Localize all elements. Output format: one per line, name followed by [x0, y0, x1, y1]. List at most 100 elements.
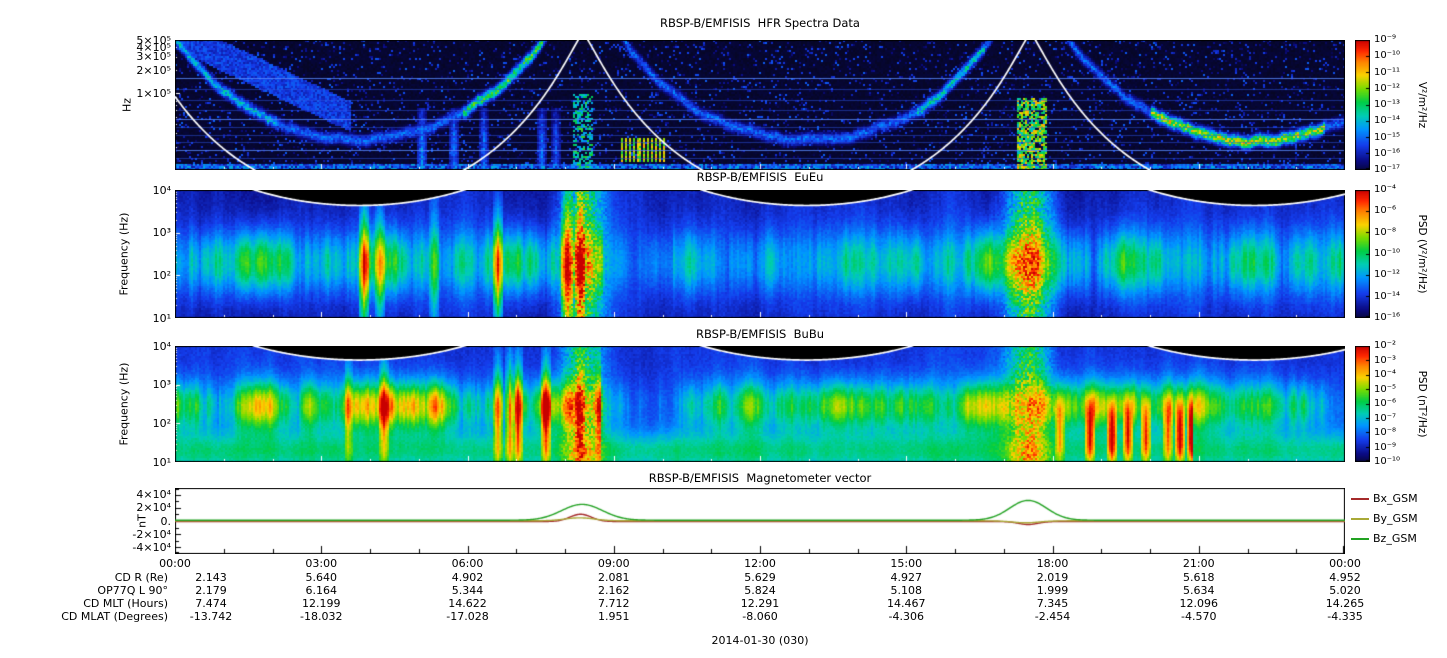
ephemeris-value: 5.629	[744, 571, 776, 584]
colorbar-tick-label: 10⁻¹²	[1374, 82, 1401, 94]
euu-spectrogram-canvas	[175, 190, 1345, 318]
panel-title-magnetometer: RBSP-B/EMFISIS Magnetometer vector	[648, 471, 872, 485]
ephemeris-value: 2.179	[195, 584, 227, 597]
ephemeris-value: 14.265	[1325, 597, 1365, 610]
ephemeris-value: 14.467	[887, 597, 926, 610]
ephemeris-row-label: CD MLT (Hours)	[83, 597, 168, 610]
y-tick-label: 3×10⁵	[136, 50, 171, 64]
colorbar-tick-label: 10⁻⁵	[1374, 383, 1397, 395]
y-tick-label: 10¹	[152, 311, 171, 325]
ephemeris-value: -8.060	[742, 610, 778, 623]
colorbar-tick-label: 10⁻¹⁴	[1374, 115, 1401, 127]
ephemeris-value: 5.634	[1183, 584, 1215, 597]
x-tick-label: 06:00	[451, 557, 484, 570]
ephemeris-value: 7.345	[1036, 597, 1069, 610]
ephemeris-value: 7.712	[598, 597, 630, 610]
bubu-colorbar	[1355, 346, 1370, 462]
euu-yaxis-label: Frequency (Hz)	[117, 212, 131, 296]
y-tick-label: -4×10⁴	[132, 540, 171, 554]
colorbar-tick-label: 10⁻⁴	[1374, 184, 1397, 195]
ephemeris-value: 4.927	[890, 571, 923, 584]
ephemeris-value: 5.640	[305, 571, 338, 584]
colorbar-tick-label: 10⁻⁸	[1374, 226, 1397, 238]
y-tick-label: 10¹	[152, 455, 171, 469]
ephemeris-value: 5.618	[1183, 571, 1215, 584]
ephemeris-value: 14.622	[448, 597, 487, 610]
x-tick-label: 21:00	[1182, 557, 1215, 570]
ephemeris-row-label: CD R (Re)	[114, 571, 168, 584]
y-tick-label: 10²	[152, 416, 171, 430]
ephemeris-value: -17.028	[446, 610, 489, 623]
ephemeris-value: 1.951	[598, 610, 630, 623]
colorbar-tick-label: 10⁻⁶	[1374, 205, 1397, 217]
x-tick-label: 12:00	[744, 557, 776, 570]
panel-title-hfr: RBSP-B/EMFISIS HFR Spectra Data	[660, 16, 860, 30]
ephemeris-value: 12.199	[302, 597, 341, 610]
ephemeris-row-label: CD MLAT (Degrees)	[61, 610, 168, 623]
colorbar-tick-label: 10⁻⁴	[1374, 369, 1397, 380]
colorbar-tick-label: 10⁻⁷	[1374, 412, 1397, 424]
colorbar-tick-label: 10⁻¹⁰	[1374, 456, 1401, 467]
colorbar-tick-label: 10⁻⁹	[1374, 441, 1397, 453]
ephemeris-value: 5.344	[451, 584, 484, 597]
y-tick-label: 4×10⁵	[136, 40, 171, 54]
bubu-spectrogram-canvas	[175, 346, 1345, 462]
colorbar-tick-label: 10⁻¹⁰	[1374, 50, 1401, 62]
ephemeris-value: 7.474	[195, 597, 227, 610]
ephemeris-value: 2.162	[598, 584, 630, 597]
colorbar-tick-label: 10⁻¹⁰	[1374, 248, 1401, 259]
colorbar-tick-label: 10⁻¹¹	[1374, 66, 1401, 78]
ephemeris-value: 2.019	[1036, 571, 1069, 584]
legend-label: Bx_GSM	[1373, 492, 1418, 505]
y-tick-label: 2×10⁵	[136, 63, 171, 77]
colorbar-tick-label: 10⁻⁸	[1374, 427, 1397, 438]
y-tick-label: 10⁴	[152, 183, 171, 197]
y-tick-label: 10⁴	[152, 339, 171, 353]
hfr-spectrogram-canvas	[175, 40, 1345, 170]
x-tick-label: 09:00	[597, 557, 630, 570]
ephemeris-value: 5.020	[1329, 584, 1361, 597]
ephemeris-value: 12.291	[740, 597, 780, 610]
colorbar-tick-label: 10⁻³	[1374, 354, 1397, 366]
y-tick-label: -2×10⁴	[132, 527, 171, 541]
hfr-colorbar	[1355, 40, 1370, 170]
colorbar-tick-label: 10⁻²	[1374, 340, 1397, 351]
ephemeris-value: 6.164	[305, 584, 338, 597]
date-label: 2014-01-30 (030)	[711, 634, 809, 647]
y-tick-label: 4×10⁴	[136, 488, 171, 502]
y-tick-label: 10²	[152, 268, 171, 282]
y-tick-label: 10³	[152, 226, 171, 240]
ephemeris-value: 5.108	[890, 584, 923, 597]
ephemeris-value: 2.081	[598, 571, 630, 584]
legend-label: By_GSM	[1373, 512, 1418, 525]
y-tick-label: 0.	[160, 514, 172, 528]
hfr-colorbar-unit: V²/m²/Hz	[1416, 81, 1428, 129]
ephemeris-value: -4.335	[1327, 610, 1363, 623]
ephemeris-value: -18.032	[300, 610, 343, 623]
colorbar-tick-label: 10⁻⁶	[1374, 398, 1397, 409]
colorbar-tick-label: 10⁻¹⁶	[1374, 147, 1401, 159]
y-tick-label: 10³	[152, 378, 171, 392]
ephemeris-value: -4.570	[1181, 610, 1217, 623]
colorbar-tick-label: 10⁻⁹	[1374, 34, 1397, 45]
ephemeris-value: 1.999	[1036, 584, 1069, 597]
ephemeris-row-label: OP77Q L 90°	[97, 584, 168, 597]
colorbar-tick-label: 10⁻¹⁷	[1374, 164, 1401, 175]
y-tick-label: 5×10⁵	[136, 33, 171, 47]
colorbar-tick-label: 10⁻¹⁶	[1374, 312, 1401, 323]
panel-title-euu: RBSP-B/EMFISIS EuEu	[696, 170, 824, 184]
bubu-yaxis-label: Frequency (Hz)	[117, 362, 131, 446]
ephemeris-value: 12.096	[1179, 597, 1219, 610]
colorbar-tick-label: 10⁻¹⁵	[1374, 131, 1401, 143]
ephemeris-value: 5.824	[744, 584, 776, 597]
euu-colorbar-unit: PSD (V²/m²/Hz)	[1416, 214, 1428, 294]
ephemeris-value: 2.143	[195, 571, 227, 584]
y-tick-label: 1×10⁵	[136, 86, 171, 100]
ephemeris-value: 4.952	[1329, 571, 1361, 584]
legend-line-bx_gsm	[1351, 498, 1369, 500]
hfr-yaxis-label: Hz	[120, 97, 134, 113]
x-tick-label: 18:00	[1036, 557, 1069, 570]
legend-line-by_gsm	[1351, 518, 1369, 520]
x-tick-label: 03:00	[305, 557, 338, 570]
